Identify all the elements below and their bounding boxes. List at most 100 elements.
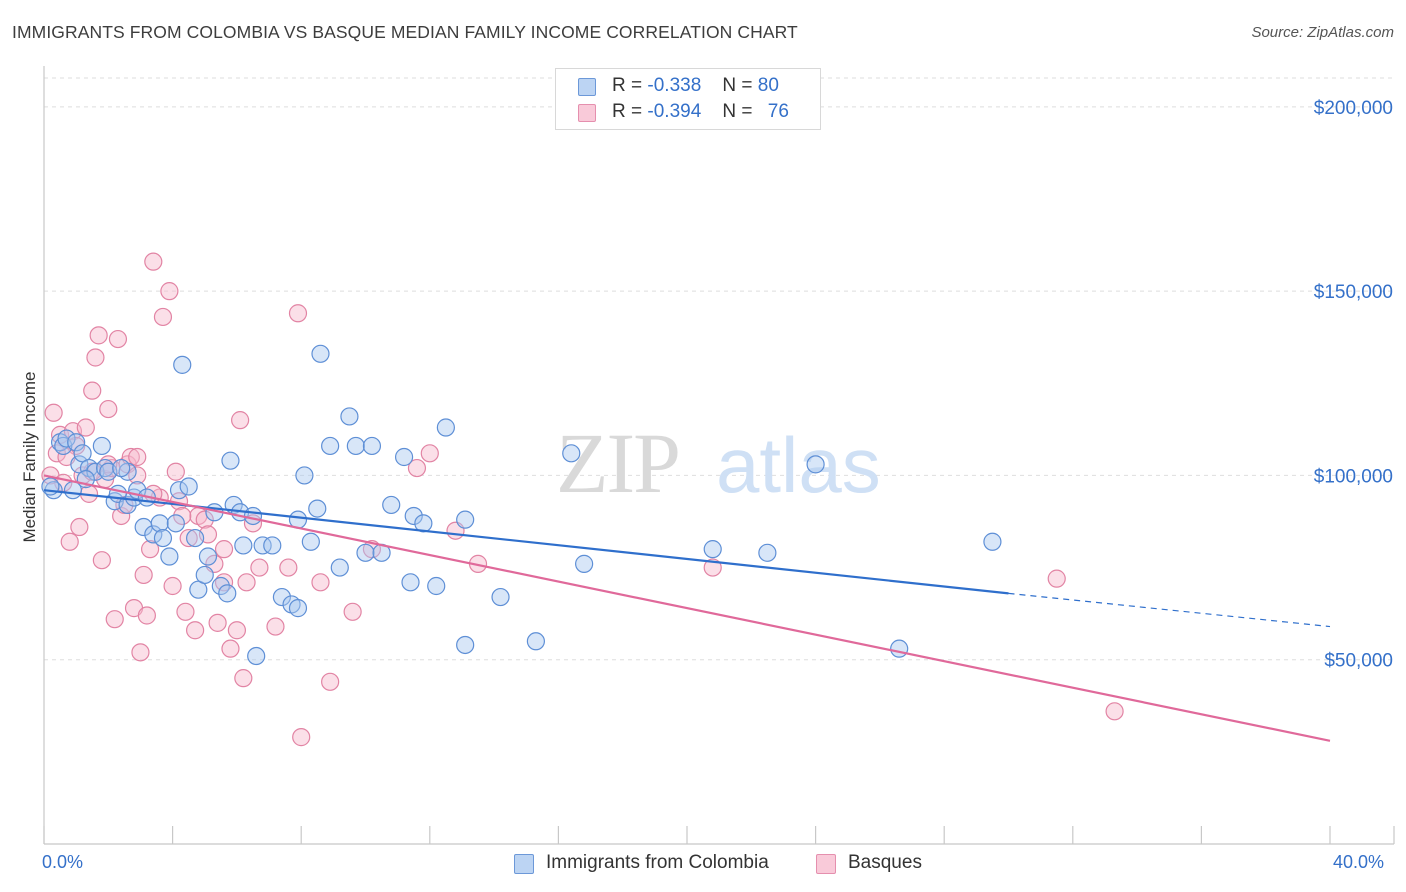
colombia-point-69: [526, 632, 545, 651]
colombia-point-49: [301, 532, 320, 551]
colombia-point-29: [186, 528, 205, 548]
basques-point-63: [420, 444, 439, 463]
colombia-point-60: [394, 447, 414, 467]
legend-r-value: -0.394: [647, 101, 702, 122]
x-tick-label-min: 0.0%: [42, 852, 84, 872]
colombia-point-31: [195, 565, 214, 585]
trend-line-colombia: [43, 489, 1009, 595]
colombia-point-74: [806, 455, 825, 474]
basques-point-48: [227, 621, 246, 640]
trend-line-colombia-extrapolated: [1008, 592, 1331, 628]
colombia-point-50: [308, 499, 327, 518]
colombia-point-55: [346, 436, 365, 456]
colombia-point-56: [356, 543, 375, 562]
basques-point-36: [166, 462, 185, 481]
basques-point-8: [70, 517, 89, 537]
basques-point-17: [99, 399, 118, 419]
y-tick-label-2: $150,000: [1314, 282, 1393, 303]
colombia-point-39: [234, 536, 253, 555]
basques-point-62: [407, 458, 427, 478]
legend-r-value: -0.338: [647, 75, 702, 96]
legend-n-value: 80: [757, 75, 779, 96]
colombia-point-40: [243, 506, 263, 526]
y-tick-labels: $50,000 $100,000 $150,000 $200,000: [1314, 98, 1393, 672]
basques-point-12: [83, 381, 102, 400]
colombia-point-48: [295, 466, 314, 485]
colombia-point-34: [211, 576, 230, 596]
basques-point-30: [140, 540, 160, 559]
basques-point-31: [144, 252, 163, 271]
watermark-zip: ZIP: [556, 415, 679, 511]
bottom-legend-swatch-colombia: [514, 854, 534, 874]
colombia-point-44: [272, 587, 292, 607]
watermark: ZIP atlas: [556, 415, 881, 511]
basques-point-13: [86, 348, 105, 367]
basques-point-39: [179, 528, 198, 548]
basques-point-38: [176, 602, 195, 621]
legend-swatch-colombia: [578, 78, 596, 96]
colombia-point-71: [575, 554, 594, 573]
basques-point-54: [266, 617, 285, 636]
legend-r-label: R =: [612, 101, 643, 122]
basques-point-67: [1047, 569, 1066, 588]
colombia-point-59: [382, 495, 401, 515]
basques-point-28: [134, 565, 153, 585]
colombia-point-54: [340, 407, 359, 426]
basques-point-56: [288, 304, 308, 323]
colombia-point-26: [169, 481, 189, 500]
colombia-point-43: [263, 536, 282, 555]
colombia-point-32: [198, 547, 218, 566]
trend-line-basques: [43, 474, 1331, 742]
colombia-point-52: [321, 436, 340, 456]
colombia-point-36: [221, 451, 240, 470]
legend-r-label: R =: [612, 75, 643, 96]
axes: [43, 66, 1395, 845]
basques-point-53: [250, 558, 269, 577]
colombia-point-22: [150, 514, 169, 533]
colombia-point-66: [456, 510, 475, 529]
basques-point-66: [703, 558, 722, 577]
basques-point-35: [163, 576, 182, 596]
legend-swatch-basques: [578, 104, 596, 122]
colombia-point-24: [160, 547, 179, 566]
basques-point-10: [76, 418, 95, 437]
basques-point-27: [131, 643, 150, 662]
colombia-point-46: [288, 599, 308, 618]
basques-point-59: [321, 672, 340, 691]
basques-point-26: [128, 447, 147, 467]
basques-point-49: [231, 411, 250, 430]
bottom-legend-swatch-basques: [816, 854, 836, 874]
basques-point-45: [208, 613, 227, 632]
legend-n-label: N =: [722, 101, 753, 122]
colombia-point-79: [112, 458, 131, 478]
colombia-point-25: [166, 514, 185, 533]
y-axis-label: Median Family Income: [20, 371, 39, 543]
colombia-point-72: [703, 540, 722, 559]
legend-text-basques: R = -0.394 N = 76: [612, 101, 789, 123]
colombia-point-62: [404, 506, 423, 526]
bottom-legend-label-basques: Basques: [848, 852, 922, 873]
colombia-point-10: [92, 436, 111, 456]
legend-n-label: N =: [722, 75, 753, 96]
colombia-point-5: [67, 433, 86, 452]
basques-point-74: [173, 506, 192, 526]
colombia-point-76: [983, 532, 1002, 551]
basques-point-2: [47, 444, 66, 463]
basques-point-58: [311, 573, 330, 592]
basques-point-50: [234, 669, 253, 688]
basques-point-40: [186, 621, 205, 640]
basques-point-57: [292, 728, 311, 747]
basques-point-19: [105, 610, 124, 629]
correlation-legend: R = -0.338 N = 80 R = -0.394 N = 76: [555, 68, 821, 130]
legend-n-value: 76: [767, 101, 789, 122]
colombia-point-53: [330, 558, 349, 577]
colombia-point-61: [401, 573, 420, 592]
colombia-point-75: [890, 639, 909, 658]
bottom-legend-label-colombia: Immigrants from Colombia: [546, 852, 769, 873]
y-tick-label-3: $200,000: [1314, 98, 1393, 119]
basques-point-60: [343, 602, 362, 621]
y-tick-label-1: $100,000: [1314, 466, 1393, 487]
colombia-point-57: [362, 436, 382, 456]
colombia-point-27: [173, 355, 192, 374]
